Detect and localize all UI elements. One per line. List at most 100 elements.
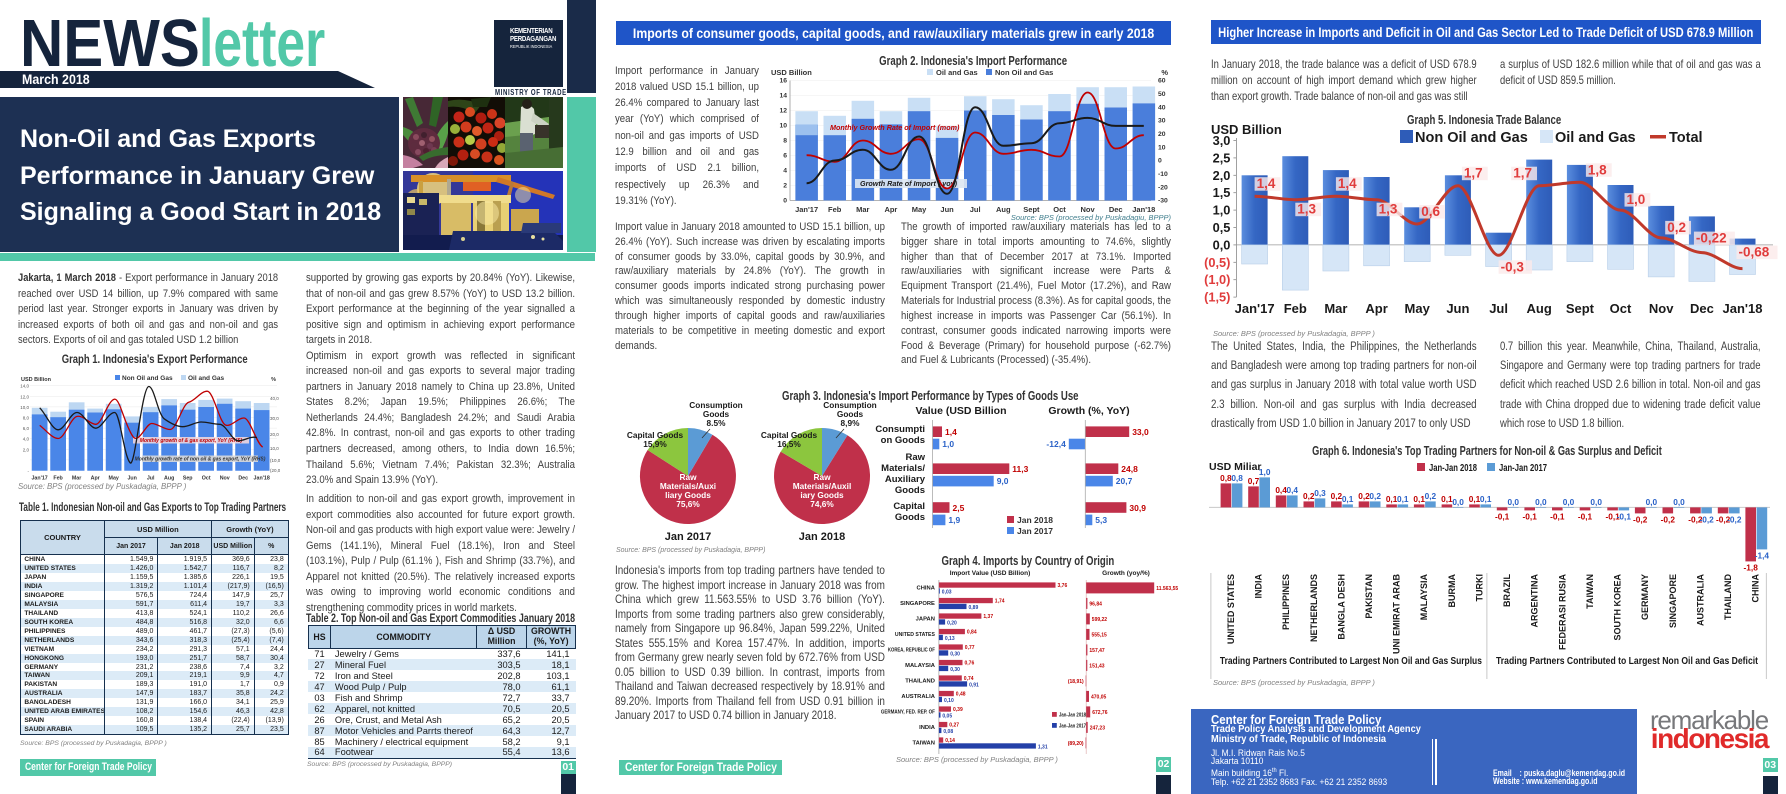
svg-text:96,84: 96,84 [1089,602,1102,608]
svg-text:33,0: 33,0 [1132,427,1149,437]
svg-text:11,3: 11,3 [1012,464,1028,474]
svg-text:INDIA: INDIA [1253,574,1263,599]
svg-text:UNITED STATES: UNITED STATES [895,632,935,638]
svg-text:0,2: 0,2 [1331,491,1343,501]
svg-text:BANGLA DESH: BANGLA DESH [1336,574,1346,640]
svg-text:0,1: 0,1 [1441,494,1453,504]
svg-text:0,0: 0,0 [1213,237,1231,252]
svg-text:-0,2: -0,2 [1661,514,1676,524]
svg-text:AUSTRALIA: AUSTRALIA [901,694,935,700]
svg-text:15,9%: 15,9% [643,439,667,449]
svg-text:0,3: 0,3 [1314,488,1326,498]
svg-text:%: % [271,377,276,383]
svg-text:Apr: Apr [91,476,100,482]
svg-text:3,0: 3,0 [1213,133,1231,148]
svg-text:ARGENTINA: ARGENTINA [1530,574,1540,628]
svg-text:Sept: Sept [1566,301,1595,316]
svg-text:5,3: 5,3 [1095,515,1107,525]
svg-text:555,15: 555,15 [1092,633,1108,639]
svg-text:Jul: Jul [1489,301,1508,316]
svg-text:20,0: 20,0 [270,432,279,437]
svg-text:May: May [1405,301,1431,316]
svg-text:Nov: Nov [1081,205,1096,214]
svg-text:KOREA, REPUBLIC OF: KOREA, REPUBLIC OF [888,648,935,654]
svg-text:TAIWAN: TAIWAN [912,741,934,747]
svg-text:8,9%: 8,9% [841,418,861,428]
svg-text:Capital: Capital [893,501,925,512]
svg-text:0,39: 0,39 [953,707,963,713]
svg-text:1,3: 1,3 [1297,202,1316,217]
svg-text:Jan 2018: Jan 2018 [799,531,845,543]
svg-text:20,7: 20,7 [1116,476,1133,486]
svg-text:Jan-Jan 2018: Jan-Jan 2018 [1429,463,1477,474]
svg-text:60: 60 [1158,78,1166,85]
svg-text:0,74: 0,74 [964,676,974,682]
svg-text:Goods: Goods [703,409,730,419]
svg-text:0,20: 0,20 [947,620,957,626]
svg-text:30: 30 [1158,118,1166,125]
svg-text:0,7: 0,7 [1248,476,1260,486]
svg-text:9,0: 9,0 [997,476,1009,486]
svg-text:0,0: 0,0 [1590,497,1602,507]
svg-text:Capital Goods: Capital Goods [627,430,684,440]
svg-text:Oil and Gas: Oil and Gas [936,68,978,77]
svg-text:-0,1: -0,1 [1578,511,1593,521]
svg-text:Sep: Sep [183,476,193,482]
svg-text:Non Oil and Gas: Non Oil and Gas [995,68,1053,77]
svg-text:2,5: 2,5 [1213,150,1231,165]
svg-text:TURKI: TURKI [1474,574,1484,602]
svg-text:470,05: 470,05 [1091,695,1107,701]
svg-text:SINGAPORE: SINGAPORE [1668,574,1678,628]
svg-text:8: 8 [783,138,787,145]
svg-text:UNITED STATES: UNITED STATES [1226,574,1236,644]
svg-text:0,0: 0,0 [1452,497,1464,507]
svg-text:Goods: Goods [837,409,864,419]
svg-text:Growth (%, YoY): Growth (%, YoY) [1048,405,1129,417]
svg-text:Dec: Dec [1109,205,1123,214]
svg-text:Consumption: Consumption [689,400,742,410]
svg-text:May: May [109,476,119,482]
svg-text:(20,0): (20,0) [270,468,280,473]
svg-text:8,0: 8,0 [23,416,30,421]
svg-text:Non Oil and Gas: Non Oil and Gas [1415,130,1528,146]
svg-text:Jan'17: Jan'17 [795,205,818,214]
svg-text:0,77: 0,77 [965,645,975,651]
svg-text:0,30: 0,30 [950,667,960,673]
svg-text:CHINA: CHINA [917,586,936,592]
svg-text:MALAYSIA: MALAYSIA [1419,574,1429,621]
svg-text:Aug: Aug [1527,301,1552,316]
svg-text:11.563,55: 11.563,55 [1156,586,1178,592]
svg-text:USD Billion: USD Billion [21,377,52,383]
svg-text:74,6%: 74,6% [810,499,834,509]
svg-text:JAPAN: JAPAN [916,617,935,623]
svg-text:672,76: 672,76 [1092,710,1108,716]
svg-text:Feb: Feb [1284,301,1307,316]
svg-text:Sept: Sept [1023,205,1040,214]
svg-text:Consumption: Consumption [823,400,876,410]
svg-text:0,1: 0,1 [1480,494,1492,504]
svg-text:%: % [1161,68,1168,77]
svg-text:0,14: 0,14 [945,738,955,744]
svg-text:50: 50 [1158,91,1166,98]
svg-text:-0,1: -0,1 [1605,511,1620,521]
svg-text:Mar: Mar [72,476,81,482]
svg-text:Nov: Nov [1649,301,1674,316]
svg-text:Raw: Raw [813,472,831,482]
svg-text:-0,1: -0,1 [1617,511,1632,521]
svg-text:Jan'17: Jan'17 [31,476,47,482]
svg-text:GERMANY, FED. REP. OF: GERMANY, FED. REP. OF [881,710,935,716]
svg-text:0,4: 0,4 [1275,485,1287,495]
svg-text:Jan 2018: Jan 2018 [1017,515,1053,525]
svg-text:-0,2: -0,2 [1727,514,1742,524]
svg-text:liary Goods: liary Goods [665,490,711,500]
svg-text:0,10: 0,10 [944,698,954,704]
svg-text:0,2: 0,2 [1425,491,1437,501]
svg-text:TAIWAN: TAIWAN [1585,574,1595,609]
svg-text:0,13: 0,13 [945,636,955,642]
svg-text:Monthly growth of & gas export: Monthly growth of & gas export, YoY (RHS… [140,438,243,444]
svg-text:0,8: 0,8 [1231,473,1243,483]
svg-text:on Goods: on Goods [881,435,925,446]
svg-text:6: 6 [783,153,787,160]
svg-text:Jan 2017: Jan 2017 [1017,526,1053,536]
svg-text:16,5%: 16,5% [777,439,801,449]
